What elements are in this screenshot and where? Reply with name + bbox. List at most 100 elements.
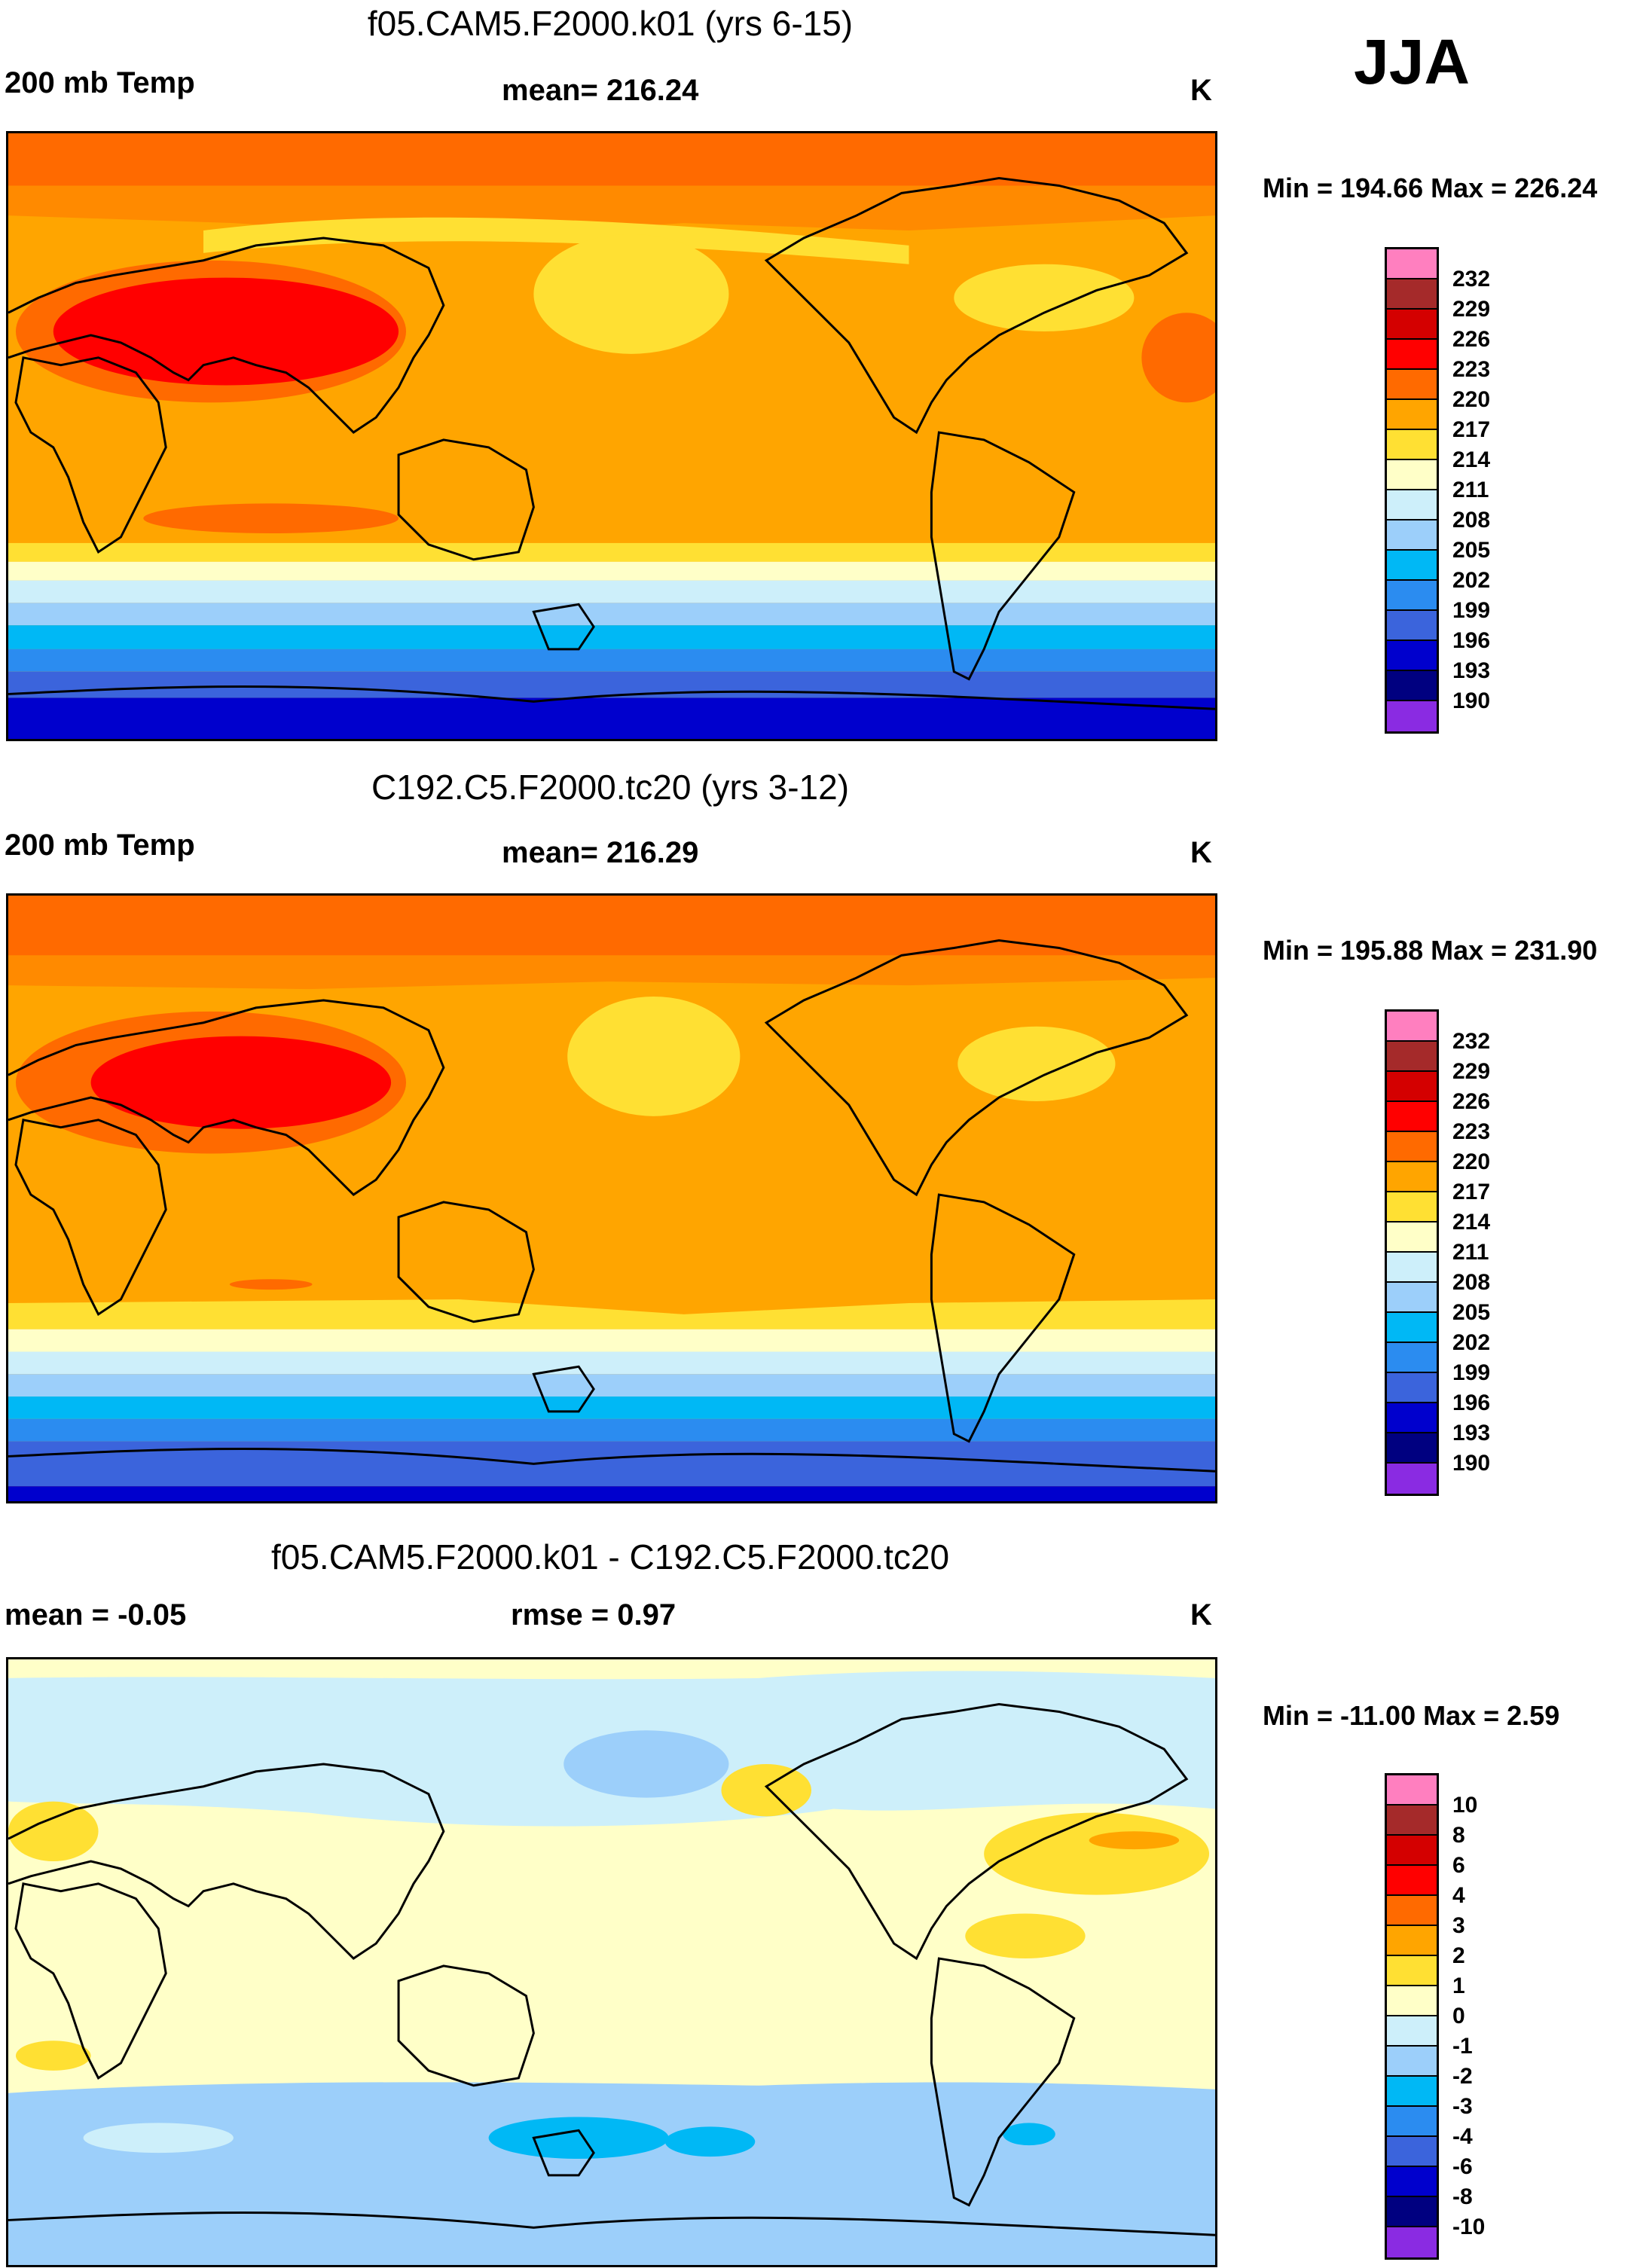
colorbar-cell — [1387, 2197, 1437, 2227]
panel2-colorbar-label: 220 — [1452, 1149, 1491, 1174]
colorbar-cell — [1387, 1806, 1437, 1836]
colorbar-cell — [1387, 2137, 1437, 2167]
colorbar-cell — [1387, 1373, 1437, 1403]
colorbar-cell — [1387, 1253, 1437, 1283]
colorbar-cell — [1387, 1042, 1437, 1072]
colorbar-cell — [1387, 701, 1437, 731]
colorbar-cell — [1387, 1132, 1437, 1162]
panel2-colorbar-label: 223 — [1452, 1119, 1491, 1144]
colorbar-cell — [1387, 249, 1437, 279]
colorbar-cell — [1387, 400, 1437, 430]
colorbar-cell — [1387, 1403, 1437, 1433]
panel3-colorbar-label: 3 — [1452, 1913, 1465, 1938]
panel3-colorbar — [1385, 1773, 1439, 2260]
panel1-colorbar-label: 217 — [1452, 417, 1491, 442]
panel1-colorbar-label: 193 — [1452, 658, 1491, 683]
panel3-mean-label: mean = -0.05 — [5, 1598, 187, 1632]
panel2-colorbar — [1385, 1009, 1439, 1496]
panel1-variable-label: 200 mb Temp — [5, 66, 195, 99]
colorbar-cell — [1387, 1896, 1437, 1926]
panel3-colorbar-label: -3 — [1452, 2094, 1473, 2119]
panel2-colorbar-label: 190 — [1452, 1451, 1491, 1476]
panel3-colorbar-label: -8 — [1452, 2184, 1473, 2209]
panel1-colorbar-label: 208 — [1452, 508, 1491, 533]
panel3-colorbar-label: 1 — [1452, 1973, 1465, 1998]
panel2-mean-label: mean= 216.29 — [502, 836, 699, 869]
panel2-map-svg — [8, 896, 1215, 1501]
colorbar-cell — [1387, 430, 1437, 460]
panel1-units: K — [1190, 74, 1212, 107]
colorbar-cell — [1387, 520, 1437, 551]
colorbar-cell — [1387, 1012, 1437, 1042]
colorbar-cell — [1387, 1926, 1437, 1956]
colorbar-cell — [1387, 581, 1437, 611]
panel2-minmax: Min = 195.88 Max = 231.90 — [1263, 935, 1598, 966]
panel3-colorbar-label: -2 — [1452, 2064, 1473, 2089]
colorbar-cell — [1387, 1313, 1437, 1343]
panel3-colorbar-label: 10 — [1452, 1793, 1478, 1818]
colorbar-cell — [1387, 1464, 1437, 1494]
panel2-colorbar-label: 193 — [1452, 1421, 1491, 1445]
colorbar-cell — [1387, 490, 1437, 520]
colorbar-cell — [1387, 1836, 1437, 1866]
panel3-minmax: Min = -11.00 Max = 2.59 — [1263, 1700, 1560, 1731]
panel2-colorbar-label: 208 — [1452, 1270, 1491, 1295]
panel1-colorbar-label: 199 — [1452, 598, 1491, 623]
colorbar-cell — [1387, 340, 1437, 370]
colorbar-cell — [1387, 1192, 1437, 1223]
panel3-map — [6, 1657, 1217, 2267]
colorbar-cell — [1387, 2077, 1437, 2107]
colorbar-cell — [1387, 2047, 1437, 2077]
colorbar-cell — [1387, 1433, 1437, 1464]
panel3-colorbar-label: 6 — [1452, 1853, 1465, 1878]
colorbar-cell — [1387, 460, 1437, 490]
colorbar-cell — [1387, 1102, 1437, 1132]
panel3-units: K — [1190, 1598, 1212, 1632]
panel3-colorbar-label: -6 — [1452, 2154, 1473, 2179]
colorbar-cell — [1387, 2016, 1437, 2047]
panel3-colorbar-label: -4 — [1452, 2124, 1473, 2149]
panel2-colorbar-label: 217 — [1452, 1180, 1491, 1204]
colorbar-cell — [1387, 1223, 1437, 1253]
panel1-colorbar-label: 229 — [1452, 297, 1491, 322]
colorbar-cell — [1387, 1956, 1437, 1986]
panel2-colorbar-label: 196 — [1452, 1390, 1491, 1415]
panel1-minmax: Min = 194.66 Max = 226.24 — [1263, 172, 1598, 203]
panel1-colorbar-label: 223 — [1452, 357, 1491, 382]
panel2-colorbar-label: 214 — [1452, 1210, 1491, 1235]
panel1-colorbar-label: 196 — [1452, 628, 1491, 653]
panel3-title: f05.CAM5.F2000.k01 - C192.C5.F2000.tc20 — [270, 1537, 950, 1577]
colorbar-cell — [1387, 641, 1437, 671]
panel2-map — [6, 893, 1217, 1503]
panel3-colorbar-label: 0 — [1452, 2004, 1465, 2028]
colorbar-cell — [1387, 1866, 1437, 1896]
colorbar-cell — [1387, 1162, 1437, 1192]
colorbar-cell — [1387, 1775, 1437, 1806]
panel2-colorbar-label: 211 — [1452, 1240, 1489, 1265]
panel2-colorbar-label: 232 — [1452, 1029, 1491, 1054]
panel2-variable-label: 200 mb Temp — [5, 829, 195, 862]
panel2-colorbar-label: 199 — [1452, 1360, 1491, 1385]
panel3-colorbar-label: 2 — [1452, 1943, 1465, 1968]
panel1-colorbar-label: 214 — [1452, 447, 1491, 472]
panel2-colorbar-label: 229 — [1452, 1059, 1491, 1084]
panel1-colorbar-label: 220 — [1452, 387, 1491, 412]
panel1-colorbar-label: 202 — [1452, 568, 1491, 593]
colorbar-cell — [1387, 2107, 1437, 2137]
panel1-title: f05.CAM5.F2000.k01 (yrs 6-15) — [367, 4, 854, 43]
panel1-colorbar-label: 211 — [1452, 478, 1489, 502]
panel1-map-svg — [8, 133, 1215, 739]
panel2-colorbar-label: 202 — [1452, 1330, 1491, 1355]
colorbar-cell — [1387, 671, 1437, 701]
season-label: JJA — [1354, 26, 1471, 97]
panel1-colorbar-label: 232 — [1452, 267, 1491, 292]
panel1-colorbar — [1385, 247, 1439, 734]
panel1-map — [6, 131, 1217, 741]
colorbar-cell — [1387, 370, 1437, 400]
colorbar-cell — [1387, 279, 1437, 310]
colorbar-cell — [1387, 1072, 1437, 1102]
colorbar-cell — [1387, 1283, 1437, 1313]
colorbar-cell — [1387, 1343, 1437, 1373]
panel3-colorbar-label: 8 — [1452, 1823, 1465, 1848]
panel3-colorbar-label: -1 — [1452, 2034, 1473, 2059]
